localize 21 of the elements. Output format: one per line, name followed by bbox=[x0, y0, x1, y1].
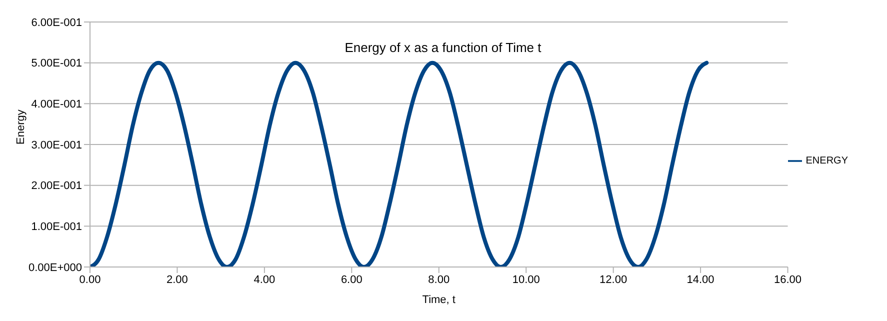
y-tick-label: 0.00E+000 bbox=[28, 262, 82, 274]
line-series bbox=[90, 60, 709, 267]
x-tick-label: 12.00 bbox=[600, 274, 628, 286]
legend-label: ENERGY bbox=[806, 155, 848, 166]
x-tick-label: 10.00 bbox=[512, 274, 540, 286]
y-tick-label: 3.00E-001 bbox=[31, 139, 82, 152]
x-tick-label: 8.00 bbox=[428, 274, 450, 286]
x-tick-label: 14.00 bbox=[686, 274, 714, 286]
x-tick-label: 4.00 bbox=[254, 274, 276, 286]
y-axis-title: Energy bbox=[14, 109, 27, 144]
y-tick-label: 2.00E-001 bbox=[31, 180, 82, 192]
y-tick-label: 5.00E-001 bbox=[31, 58, 82, 70]
text: Energy of x as a function of Time t bbox=[344, 40, 542, 55]
x-tick-label: 16.00 bbox=[774, 274, 802, 286]
y-tick-label: 6.00E-001 bbox=[31, 16, 82, 29]
x-axis-title: Time, t bbox=[422, 294, 456, 306]
x-tick-label: 6.00 bbox=[340, 274, 362, 286]
y-tick-label: 1.00E-001 bbox=[31, 221, 82, 234]
x-tick-label: 0.00 bbox=[79, 274, 101, 286]
y-tick-label: 4.00E-001 bbox=[31, 98, 82, 111]
x-tick-label: 2.00 bbox=[166, 274, 188, 286]
